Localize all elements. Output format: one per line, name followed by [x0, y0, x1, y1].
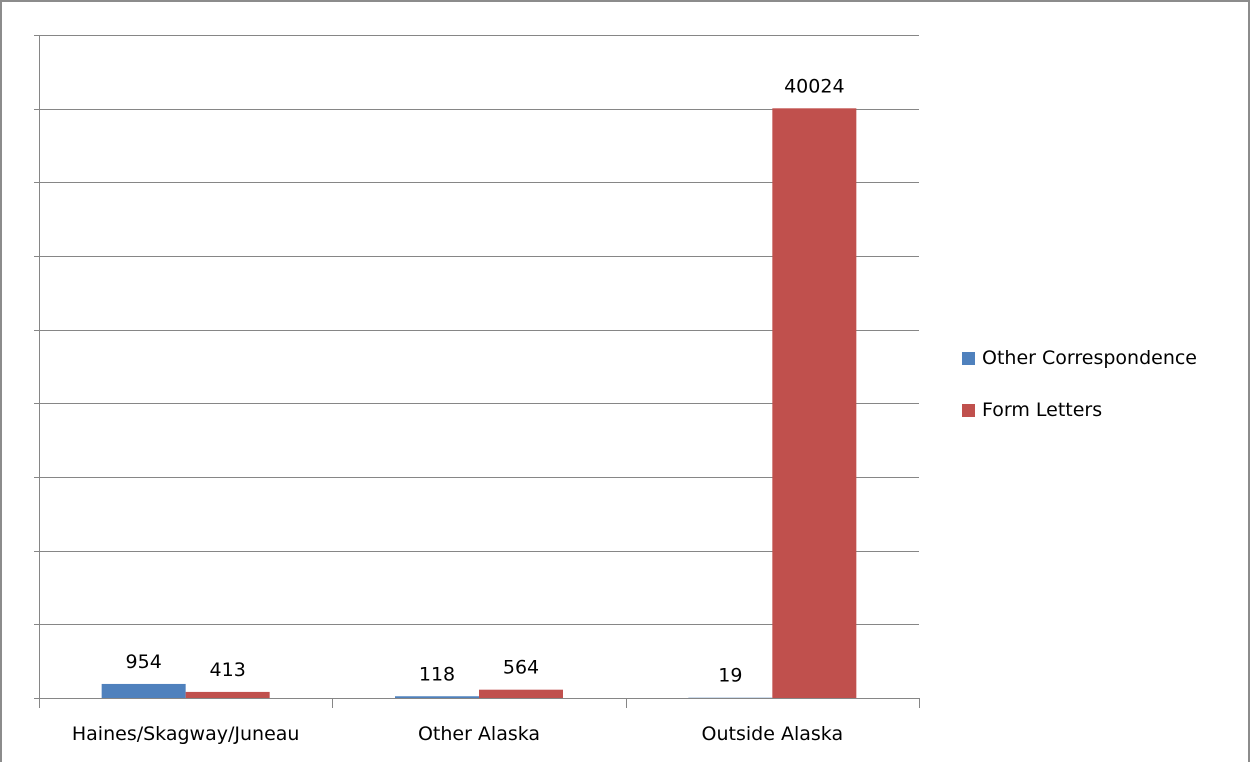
legend-label-form-letters: Form Letters — [982, 399, 1102, 421]
data-label: 40024 — [784, 75, 844, 97]
x-tick-label: Haines/Skagway/Juneau — [72, 723, 300, 745]
data-label: 954 — [126, 651, 162, 673]
x-tick-label: Outside Alaska — [702, 723, 844, 745]
legend-label-other-correspondence: Other Correspondence — [982, 347, 1197, 369]
bar-form-letters — [772, 108, 856, 698]
legend-item-other-correspondence: Other Correspondence — [962, 346, 1197, 370]
bar-other-correspondence — [102, 684, 186, 698]
legend-swatch-form-letters — [962, 404, 975, 417]
legend: Other Correspondence Form Letters — [962, 346, 1197, 450]
data-label: 19 — [718, 665, 742, 687]
bar-other-correspondence — [395, 696, 479, 698]
bar-form-letters — [186, 692, 270, 698]
data-label: 118 — [419, 663, 455, 685]
data-label: 564 — [503, 657, 539, 679]
legend-swatch-other-correspondence — [962, 352, 975, 365]
data-label: 413 — [210, 659, 246, 681]
x-tick-label: Other Alaska — [418, 723, 540, 745]
bar-form-letters — [479, 690, 563, 698]
legend-item-form-letters: Form Letters — [962, 398, 1197, 422]
